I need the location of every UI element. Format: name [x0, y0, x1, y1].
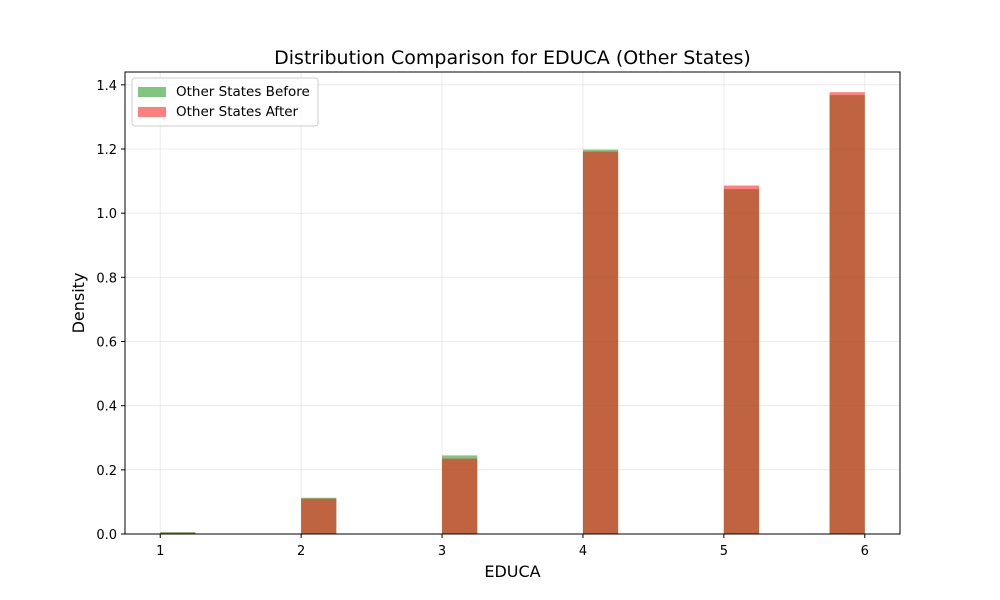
- grid-lines: [125, 72, 900, 535]
- y-tick-label: 1.4: [96, 79, 117, 94]
- chart-title: Distribution Comparison for EDUCA (Other…: [274, 47, 751, 69]
- bar-after-2: [301, 498, 337, 534]
- x-axis-ticks: 1 2 3 4 5 6: [156, 534, 869, 559]
- bar-after-5: [723, 185, 760, 534]
- bar-after-6: [829, 92, 865, 535]
- x-tick-label: 1: [156, 544, 164, 559]
- x-tick-label: 6: [861, 544, 869, 559]
- y-tick-label: 1.0: [96, 207, 117, 222]
- bar-after-4: [582, 151, 619, 535]
- x-tick-label: 5: [720, 544, 728, 559]
- y-tick-label: 0.2: [96, 464, 117, 479]
- y-tick-label: 0.6: [96, 336, 117, 351]
- bar-after-3: [442, 458, 478, 534]
- x-tick-label: 4: [579, 544, 587, 559]
- legend-box: [131, 77, 319, 127]
- y-tick-label: 0.0: [96, 528, 117, 543]
- legend: Other States Before Other States After: [131, 77, 319, 127]
- plot-frame: [124, 71, 901, 535]
- y-axis-ticks: 0.0 0.2 0.4 0.6 0.8 1.0 1.2 1.4: [96, 79, 125, 543]
- bars: [160, 92, 865, 535]
- x-tick-label: 3: [438, 544, 446, 559]
- legend-swatch-after: [138, 107, 166, 117]
- x-tick-label: 2: [297, 544, 305, 559]
- y-tick-label: 1.2: [96, 143, 117, 158]
- legend-label-before: Other States Before: [176, 84, 310, 100]
- bar-after-1: [160, 532, 196, 534]
- y-axis-title: Density: [69, 273, 88, 334]
- legend-label-after: Other States After: [176, 104, 299, 120]
- y-tick-label: 0.8: [96, 271, 117, 286]
- legend-swatch-before: [138, 87, 166, 97]
- x-axis-title: EDUCA: [484, 562, 540, 581]
- y-tick-label: 0.4: [96, 400, 117, 415]
